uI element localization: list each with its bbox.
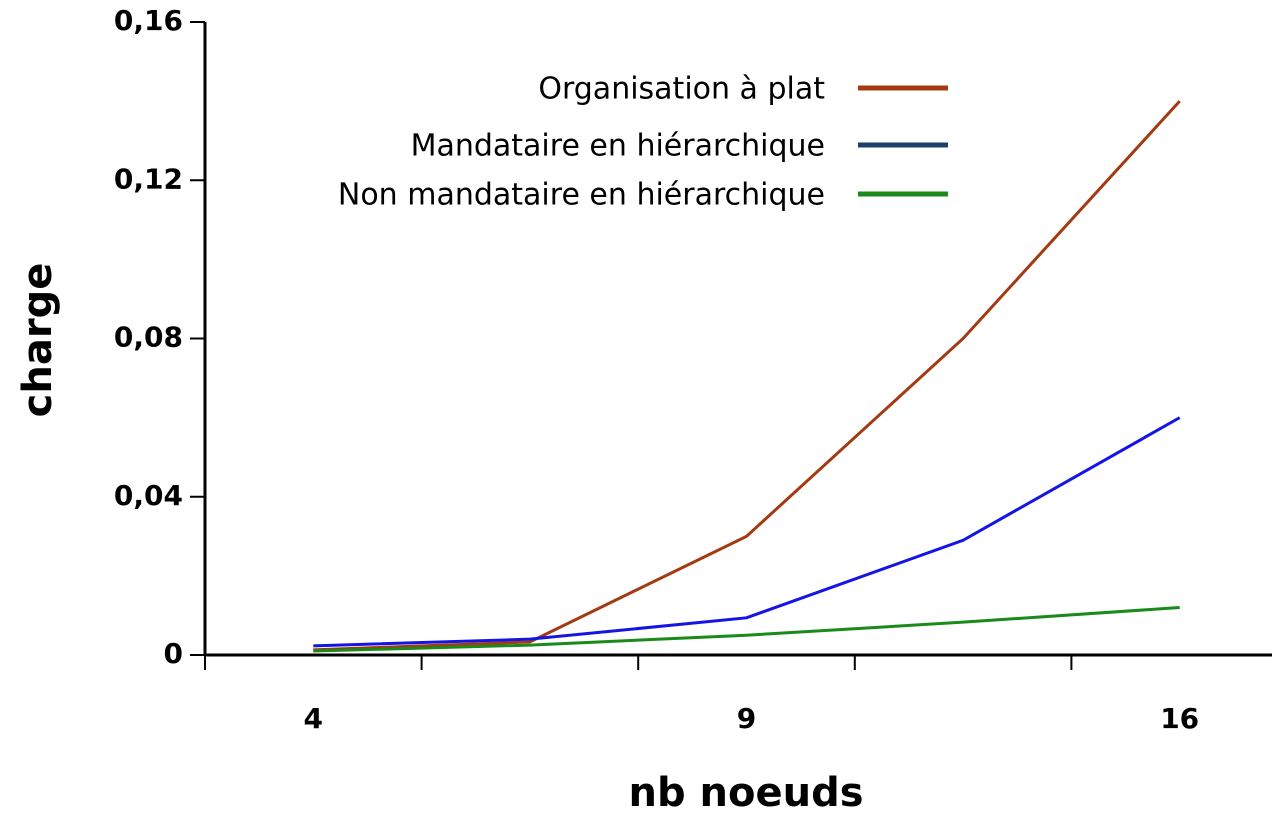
y-axis-title: charge [15, 263, 61, 418]
legend-label: Non mandataire en hiérarchique [338, 178, 825, 213]
y-tick-label: 0,08 [114, 321, 183, 354]
series-line [313, 100, 1181, 652]
x-axis-title: nb noeuds [628, 770, 863, 814]
legend-label: Organisation à plat [538, 72, 825, 107]
x-tick-label: 9 [737, 702, 756, 735]
y-tick-label: 0 [164, 637, 183, 670]
series-line [313, 606, 1180, 653]
x-tick-label: 4 [304, 702, 323, 735]
series-line [313, 416, 1181, 648]
y-tick-label: 0,16 [114, 4, 183, 37]
y-tick-label: 0,04 [114, 479, 183, 512]
y-tick-label: 0,12 [114, 162, 183, 195]
x-tick-label: 16 [1160, 702, 1199, 735]
legend-label: Mandataire en hiérarchique [411, 129, 825, 164]
